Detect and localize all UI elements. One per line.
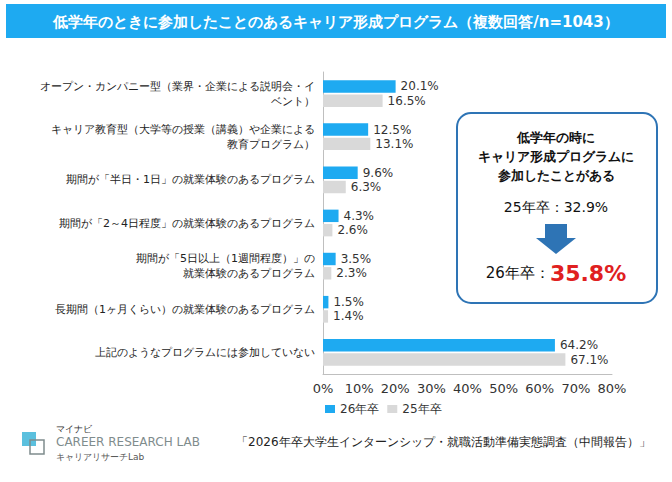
svg-text:2.6%: 2.6%	[337, 223, 368, 237]
svg-text:25年卒：32.9%: 25年卒：32.9%	[504, 199, 608, 215]
svg-text:67.1%: 67.1%	[570, 353, 608, 367]
svg-text:80%: 80%	[598, 381, 627, 396]
svg-text:12.5%: 12.5%	[373, 123, 411, 137]
svg-text:就業体験のあるプログラム: 就業体験のあるプログラム	[183, 267, 315, 280]
svg-text:期間が「2～4日程度」の就業体験のあるプログラム: 期間が「2～4日程度」の就業体験のあるプログラム	[59, 217, 315, 230]
svg-text:4.3%: 4.3%	[344, 209, 375, 223]
svg-text:26年卒：: 26年卒：	[486, 264, 550, 282]
svg-text:3.5%: 3.5%	[341, 252, 372, 266]
svg-text:長期間（1ヶ月くらい）の就業体験のあるプログラム: 長期間（1ヶ月くらい）の就業体験のあるプログラム	[55, 303, 315, 316]
svg-text:26年卒: 26年卒	[340, 402, 379, 416]
svg-text:マイナビ: マイナビ	[56, 424, 93, 434]
svg-text:オープン・カンパニー型（業界・企業による説明会・イ: オープン・カンパニー型（業界・企業による説明会・イ	[40, 80, 315, 93]
svg-text:50%: 50%	[489, 381, 518, 396]
svg-text:16.5%: 16.5%	[388, 94, 426, 108]
svg-text:40%: 40%	[453, 381, 482, 396]
svg-text:25年卒: 25年卒	[402, 402, 441, 416]
svg-text:キャリア教育型（大学等の授業（講義）や企業による: キャリア教育型（大学等の授業（講義）や企業による	[51, 123, 315, 136]
svg-text:キャリア形成プログラムに: キャリア形成プログラムに	[478, 149, 634, 164]
svg-text:参加したことがある: 参加したことがある	[497, 168, 615, 183]
svg-text:「2026年卒大学生インターンシップ・就職活動準備実態調査（: 「2026年卒大学生インターンシップ・就職活動準備実態調査（中間報告）」	[236, 435, 651, 449]
svg-text:期間が「半日・1日」の就業体験のあるプログラム: 期間が「半日・1日」の就業体験のあるプログラム	[66, 173, 315, 186]
svg-text:70%: 70%	[561, 381, 590, 396]
svg-text:1.4%: 1.4%	[333, 309, 364, 323]
svg-text:6.3%: 6.3%	[351, 180, 382, 194]
svg-text:35.8%: 35.8%	[550, 261, 626, 286]
svg-text:2.3%: 2.3%	[336, 266, 367, 280]
svg-text:上記のようなプログラムには参加していない: 上記のようなプログラムには参加していない	[95, 346, 315, 359]
svg-text:教育プログラム）: 教育プログラム）	[227, 138, 315, 151]
svg-text:10%: 10%	[345, 381, 374, 396]
svg-text:CAREER RESEARCH LAB: CAREER RESEARCH LAB	[56, 435, 200, 449]
svg-text:30%: 30%	[417, 381, 446, 396]
svg-text:低学年のときに参加したことのあるキャリア形成プログラム（複数: 低学年のときに参加したことのあるキャリア形成プログラム（複数回答/n=1043）	[52, 13, 618, 31]
svg-text:20.1%: 20.1%	[401, 79, 439, 93]
svg-text:60%: 60%	[525, 381, 554, 396]
svg-text:キャリアリサーチLab: キャリアリサーチLab	[56, 452, 145, 462]
svg-text:0%: 0%	[313, 381, 334, 396]
svg-text:64.2%: 64.2%	[560, 338, 598, 352]
svg-text:期間が「5日以上（1週間程度）」の: 期間が「5日以上（1週間程度）」の	[136, 252, 315, 265]
svg-text:ベント）: ベント）	[271, 95, 315, 108]
svg-text:13.1%: 13.1%	[375, 137, 413, 151]
svg-text:9.6%: 9.6%	[363, 166, 394, 180]
svg-text:20%: 20%	[381, 381, 410, 396]
svg-text:1.5%: 1.5%	[333, 295, 364, 309]
svg-text:低学年の時に: 低学年の時に	[516, 130, 595, 145]
